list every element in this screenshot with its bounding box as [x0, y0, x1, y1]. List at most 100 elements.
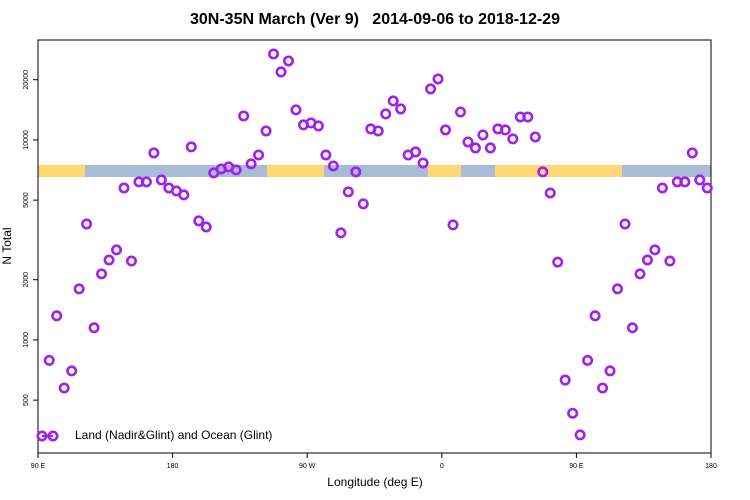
data-point [238, 110, 250, 122]
data-point [73, 283, 85, 295]
data-point [372, 125, 384, 137]
y-tick-label: 500 [23, 394, 30, 406]
x-tick-label: 90 W [299, 463, 316, 470]
y-tick-label: 20000 [23, 70, 30, 90]
x-tick-label: 90 E [31, 463, 46, 470]
data-point [51, 310, 63, 322]
data-point [641, 254, 653, 266]
data-point [185, 141, 197, 153]
data-point [178, 189, 190, 201]
y-axis-label: N Total [0, 227, 14, 264]
y-tick-label: 10000 [23, 130, 30, 150]
data-point [111, 244, 123, 256]
data-point [656, 182, 668, 194]
land-band [622, 165, 711, 177]
data-point [507, 133, 519, 145]
chart-title: 30N-35N March (Ver 9) 2014-09-06 to 2018… [190, 11, 560, 28]
legend-marker [47, 430, 59, 442]
data-point [350, 166, 362, 178]
data-point [395, 103, 407, 115]
x-tick-label: 180 [705, 463, 717, 470]
data-point [155, 174, 167, 186]
data-point [96, 268, 108, 280]
land-band [461, 165, 495, 177]
ocean-band [38, 165, 85, 177]
data-point [148, 147, 160, 159]
data-point [335, 227, 347, 239]
y-tick-label: 5000 [23, 192, 30, 208]
data-point [612, 283, 624, 295]
y-tick-label: 1000 [23, 332, 30, 348]
data-point [66, 365, 78, 377]
x-axis-label: Longitude (deg E) [327, 475, 422, 489]
data-point [454, 106, 466, 118]
data-point [589, 310, 601, 322]
data-point [567, 407, 579, 419]
data-point [529, 131, 541, 143]
y-tick-label: 2000 [23, 272, 30, 288]
data-point [440, 124, 452, 136]
ocean-band [428, 165, 461, 177]
data-point [380, 108, 392, 120]
data-point [260, 125, 272, 137]
data-point [103, 254, 115, 266]
land-ocean-strip [38, 165, 711, 177]
legend-entry: Land (Nadir&Glint) and Ocean (Glint) [36, 428, 272, 442]
data-point [320, 149, 332, 161]
land-band [324, 165, 428, 177]
data-point [522, 111, 534, 123]
data-point [327, 160, 339, 172]
data-point [544, 187, 556, 199]
data-point [387, 95, 399, 107]
ocean-band [267, 165, 324, 177]
data-point [230, 164, 242, 176]
data-point [552, 256, 564, 268]
data-point [686, 147, 698, 159]
data-point [268, 48, 280, 60]
data-point [679, 176, 691, 188]
data-point [200, 221, 212, 233]
data-point [140, 176, 152, 188]
data-point [193, 215, 205, 227]
data-point [125, 255, 137, 267]
data-point [597, 382, 609, 394]
ocean-band [495, 165, 622, 177]
x-tick-label: 0 [440, 463, 444, 470]
data-point [417, 157, 429, 169]
data-point [559, 374, 571, 386]
data-point [477, 129, 489, 141]
data-point [43, 354, 55, 366]
data-point [649, 244, 661, 256]
data-point [462, 136, 474, 148]
data-point [245, 158, 257, 170]
data-point [81, 218, 93, 230]
data-point [634, 268, 646, 280]
data-point [447, 219, 459, 231]
data-point [604, 365, 616, 377]
data-point [342, 186, 354, 198]
x-tick-label: 180 [167, 463, 179, 470]
legend-marker [36, 430, 48, 442]
data-point [425, 83, 437, 95]
data-point [357, 198, 369, 210]
data-point [499, 124, 511, 136]
data-point [694, 174, 706, 186]
data-point [275, 66, 287, 78]
data-point [410, 146, 422, 158]
data-point [253, 149, 265, 161]
data-point [58, 382, 70, 394]
data-point [582, 354, 594, 366]
data-point [664, 255, 676, 267]
data-point [283, 55, 295, 67]
data-point [537, 166, 549, 178]
data-point [432, 73, 444, 85]
data-point [290, 104, 302, 116]
plot-frame [37, 39, 712, 454]
data-point [574, 429, 586, 441]
x-tick-label: 90 E [569, 463, 584, 470]
data-point [469, 142, 481, 154]
data-point [619, 218, 631, 230]
data-point [312, 120, 324, 132]
data-point [118, 182, 130, 194]
